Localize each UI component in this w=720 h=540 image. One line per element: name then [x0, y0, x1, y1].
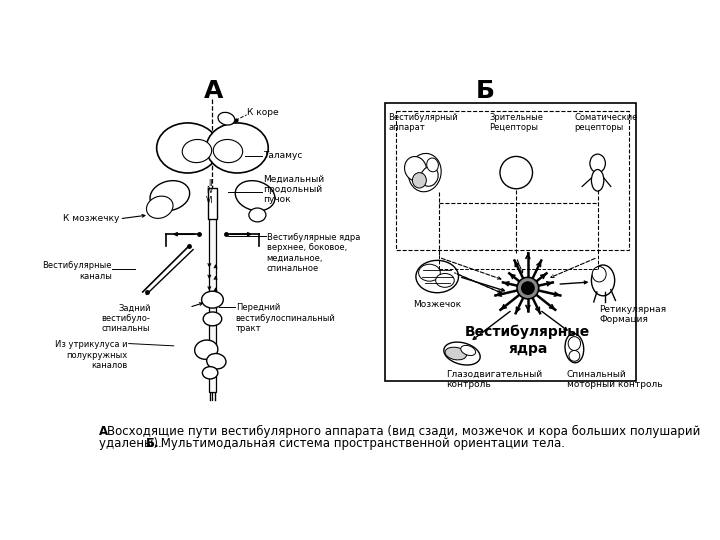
Ellipse shape: [194, 340, 218, 359]
Ellipse shape: [591, 265, 615, 296]
Ellipse shape: [500, 157, 533, 189]
Text: Медиальный
продольный
пучок: Медиальный продольный пучок: [263, 174, 324, 205]
Text: Задний
вестибуло-
спинальны: Задний вестибуло- спинальны: [102, 303, 150, 333]
Text: А: А: [204, 79, 224, 103]
Ellipse shape: [436, 273, 454, 287]
Ellipse shape: [568, 336, 580, 350]
Text: К коре: К коре: [248, 108, 279, 117]
Ellipse shape: [408, 153, 441, 192]
Ellipse shape: [203, 312, 222, 326]
Ellipse shape: [592, 267, 606, 282]
Text: VI: VI: [207, 195, 214, 205]
Text: А: А: [99, 425, 109, 438]
Text: Глазодвигательный
контроль: Глазодвигательный контроль: [446, 370, 543, 389]
Ellipse shape: [235, 181, 275, 211]
Ellipse shape: [405, 157, 426, 181]
Text: удалены).: удалены).: [99, 437, 166, 450]
Ellipse shape: [218, 112, 235, 125]
Ellipse shape: [590, 154, 606, 173]
Ellipse shape: [445, 347, 467, 360]
Ellipse shape: [202, 367, 218, 379]
Ellipse shape: [522, 282, 534, 294]
Ellipse shape: [591, 170, 604, 191]
Ellipse shape: [461, 346, 476, 355]
Ellipse shape: [416, 260, 459, 293]
Text: Вестибулярные ядра
верхнее, боковое,
медиальное,
спинальное: Вестибулярные ядра верхнее, боковое, мед…: [266, 233, 360, 273]
Text: Вестибулярные
каналы: Вестибулярные каналы: [42, 261, 112, 281]
Ellipse shape: [157, 123, 219, 173]
Ellipse shape: [213, 139, 243, 163]
Text: IV: IV: [207, 186, 214, 195]
Text: Из утрикулуса и
полукружных
каналов: Из утрикулуса и полукружных каналов: [55, 340, 127, 370]
Bar: [209, 215, 216, 392]
Ellipse shape: [249, 208, 266, 222]
Ellipse shape: [418, 264, 441, 281]
Text: Спинальный
моторный контроль: Спинальный моторный контроль: [567, 370, 662, 389]
Text: Соматические
рецепторы: Соматические рецепторы: [575, 112, 638, 132]
Text: Б: Б: [476, 79, 495, 103]
Text: Зрительные
Рецепторы: Зрительные Рецепторы: [489, 112, 543, 132]
Ellipse shape: [427, 158, 438, 172]
Text: Восходящие пути вестибулярного аппарата (вид сзади, мозжечок и кора больших полу: Восходящие пути вестибулярного аппарата …: [107, 425, 701, 438]
Ellipse shape: [517, 278, 539, 299]
Text: Ретикулярная
Формация: Ретикулярная Формация: [599, 305, 666, 325]
Ellipse shape: [565, 334, 584, 363]
Text: Б.: Б.: [145, 437, 159, 450]
Ellipse shape: [206, 123, 269, 173]
Ellipse shape: [420, 167, 438, 186]
Ellipse shape: [146, 196, 173, 218]
Text: Таламус: Таламус: [263, 151, 302, 160]
Text: К мозжечку: К мозжечку: [63, 214, 120, 224]
Ellipse shape: [150, 181, 189, 211]
Bar: [384, 103, 636, 381]
Text: Мозжечок: Мозжечок: [413, 300, 462, 309]
Text: Вестибулярные
ядра: Вестибулярные ядра: [465, 325, 590, 355]
Ellipse shape: [202, 291, 223, 308]
Text: Мультимодальная система пространственной ориентации тела.: Мультимодальная система пространственной…: [157, 437, 564, 450]
Text: Передний
вестибулоспинальный
тракт: Передний вестибулоспинальный тракт: [235, 303, 336, 333]
Bar: [208, 188, 217, 219]
Bar: [396, 111, 629, 249]
Text: II: II: [208, 179, 212, 188]
Ellipse shape: [413, 173, 426, 188]
Ellipse shape: [569, 350, 580, 361]
Ellipse shape: [207, 354, 226, 369]
Text: Вестибулярный
аппарат: Вестибулярный аппарат: [388, 112, 458, 132]
Ellipse shape: [444, 342, 480, 365]
Ellipse shape: [182, 139, 212, 163]
